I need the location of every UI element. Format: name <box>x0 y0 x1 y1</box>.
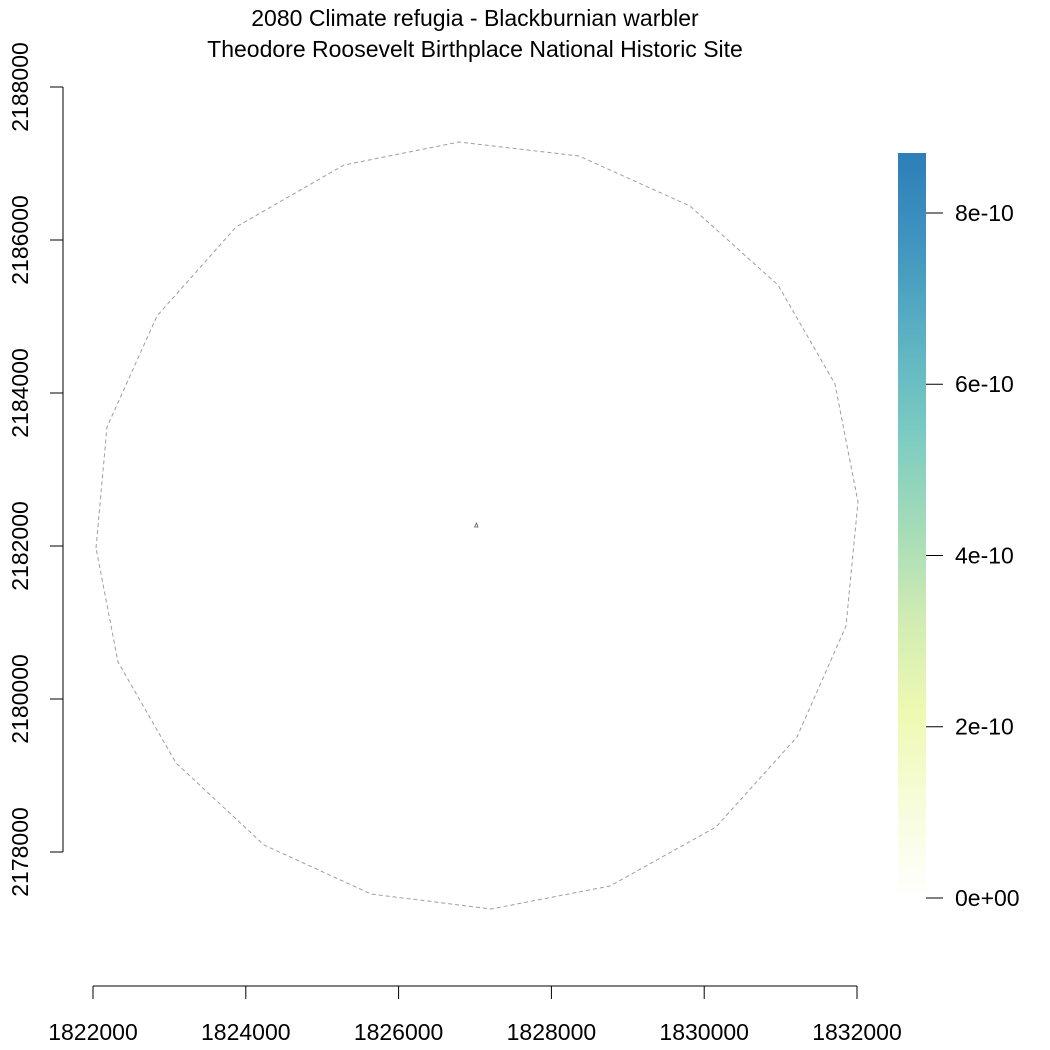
y-tick-label: 2180000 <box>7 654 33 744</box>
y-tick-label: 2184000 <box>7 348 33 438</box>
x-tick-label: 1826000 <box>354 1019 444 1045</box>
map-title: 2080 Climate refugia - Blackburnian warb… <box>251 5 699 31</box>
legend-tick-label: 2e-10 <box>955 714 1014 740</box>
map-subtitle: Theodore Roosevelt Birthplace National H… <box>207 36 743 62</box>
x-tick-label: 1832000 <box>812 1019 902 1045</box>
y-tick-label: 2186000 <box>7 195 33 285</box>
y-tick-label: 2188000 <box>7 42 33 132</box>
legend-tick-label: 8e-10 <box>955 200 1014 226</box>
legend-tick-label: 4e-10 <box>955 542 1014 568</box>
x-tick-label: 1830000 <box>659 1019 749 1045</box>
park-buffer-boundary <box>95 141 859 910</box>
legend-scale: 0e+00 2e-10 4e-10 6e-10 8e-10 <box>926 200 1020 911</box>
y-tick-label: 2182000 <box>7 501 33 591</box>
x-tick-label: 1822000 <box>48 1019 138 1045</box>
y-axis: 2178000 2180000 2182000 2184000 2186000 21880… <box>7 42 64 897</box>
legend-tick-label: 6e-10 <box>955 371 1014 397</box>
legend-color-bar <box>898 153 926 898</box>
y-tick-label: 2178000 <box>7 807 33 897</box>
x-tick-label: 1824000 <box>201 1019 291 1045</box>
park-site-parcel <box>473 522 479 528</box>
legend-tick-label: 0e+00 <box>955 885 1020 911</box>
x-tick-label: 1828000 <box>507 1019 597 1045</box>
x-axis: 1822000 1824000 1826000 1828000 1830000 18320… <box>48 985 902 1045</box>
